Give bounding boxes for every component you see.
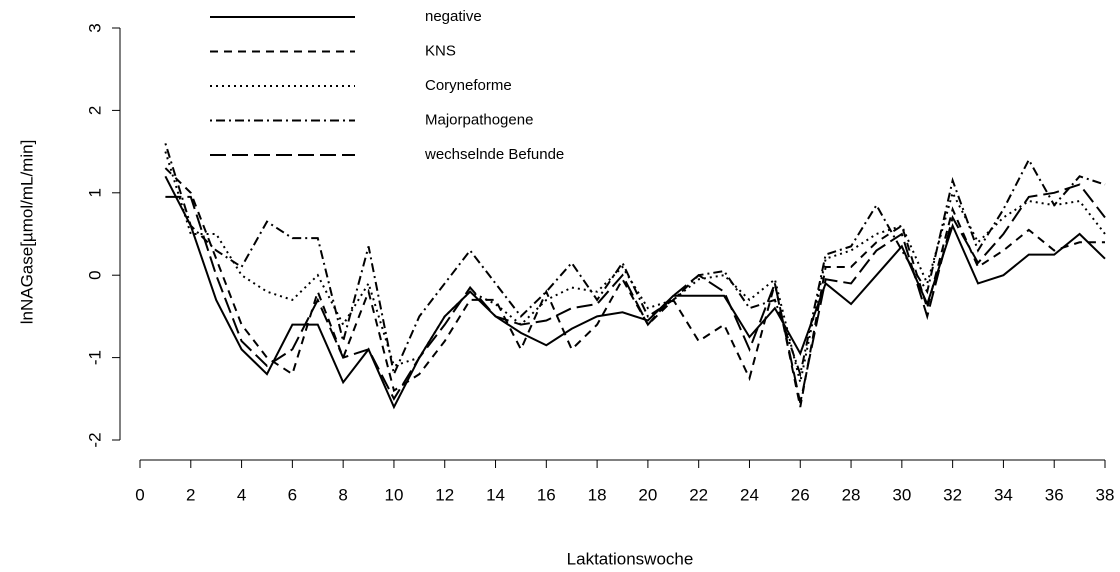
x-tick-label: 2: [186, 485, 195, 504]
x-tick-label: 30: [892, 485, 911, 504]
series-line: [164, 175, 1106, 410]
legend-label: wechselnde Befunde: [424, 146, 564, 163]
x-tick-label: 14: [486, 485, 505, 504]
x-tick-label: 0: [135, 485, 144, 504]
legend-label: negative: [425, 8, 482, 25]
x-tick-label: 6: [288, 485, 297, 504]
x-tick-label: 4: [237, 485, 246, 504]
legend-label: Coryneforme: [425, 77, 512, 94]
y-tick-label: 2: [85, 106, 104, 115]
y-tick-label: 1: [85, 188, 104, 197]
x-tick-label: 22: [689, 485, 708, 504]
y-tick-label: 3: [85, 23, 104, 32]
x-tick-label: 26: [791, 485, 810, 504]
x-tick-label: 16: [537, 485, 556, 504]
x-tick-label: 20: [638, 485, 657, 504]
y-tick-label: 0: [85, 270, 104, 279]
y-axis-title: lnNAGase[µmol/mL/min]: [17, 140, 36, 325]
x-tick-label: 34: [994, 485, 1013, 504]
x-tick-label: 28: [842, 485, 861, 504]
x-tick-label: 12: [435, 485, 454, 504]
x-tick-label: 36: [1045, 485, 1064, 504]
series-line: [164, 151, 1106, 383]
x-tick-label: 10: [384, 485, 403, 504]
y-tick-label: -1: [85, 350, 104, 365]
x-tick-label: 8: [338, 485, 347, 504]
y-tick-label: -2: [85, 432, 104, 447]
legend-label: Majorpathogene: [425, 111, 533, 128]
x-tick-label: 38: [1096, 485, 1115, 504]
series-line: [164, 143, 1106, 378]
legend-label: KNS: [425, 42, 456, 59]
x-tick-label: 24: [740, 485, 759, 504]
x-axis-title: Laktationswoche: [567, 549, 694, 568]
x-tick-label: 32: [943, 485, 962, 504]
series-line: [165, 183, 1106, 404]
x-tick-label: 18: [588, 485, 607, 504]
